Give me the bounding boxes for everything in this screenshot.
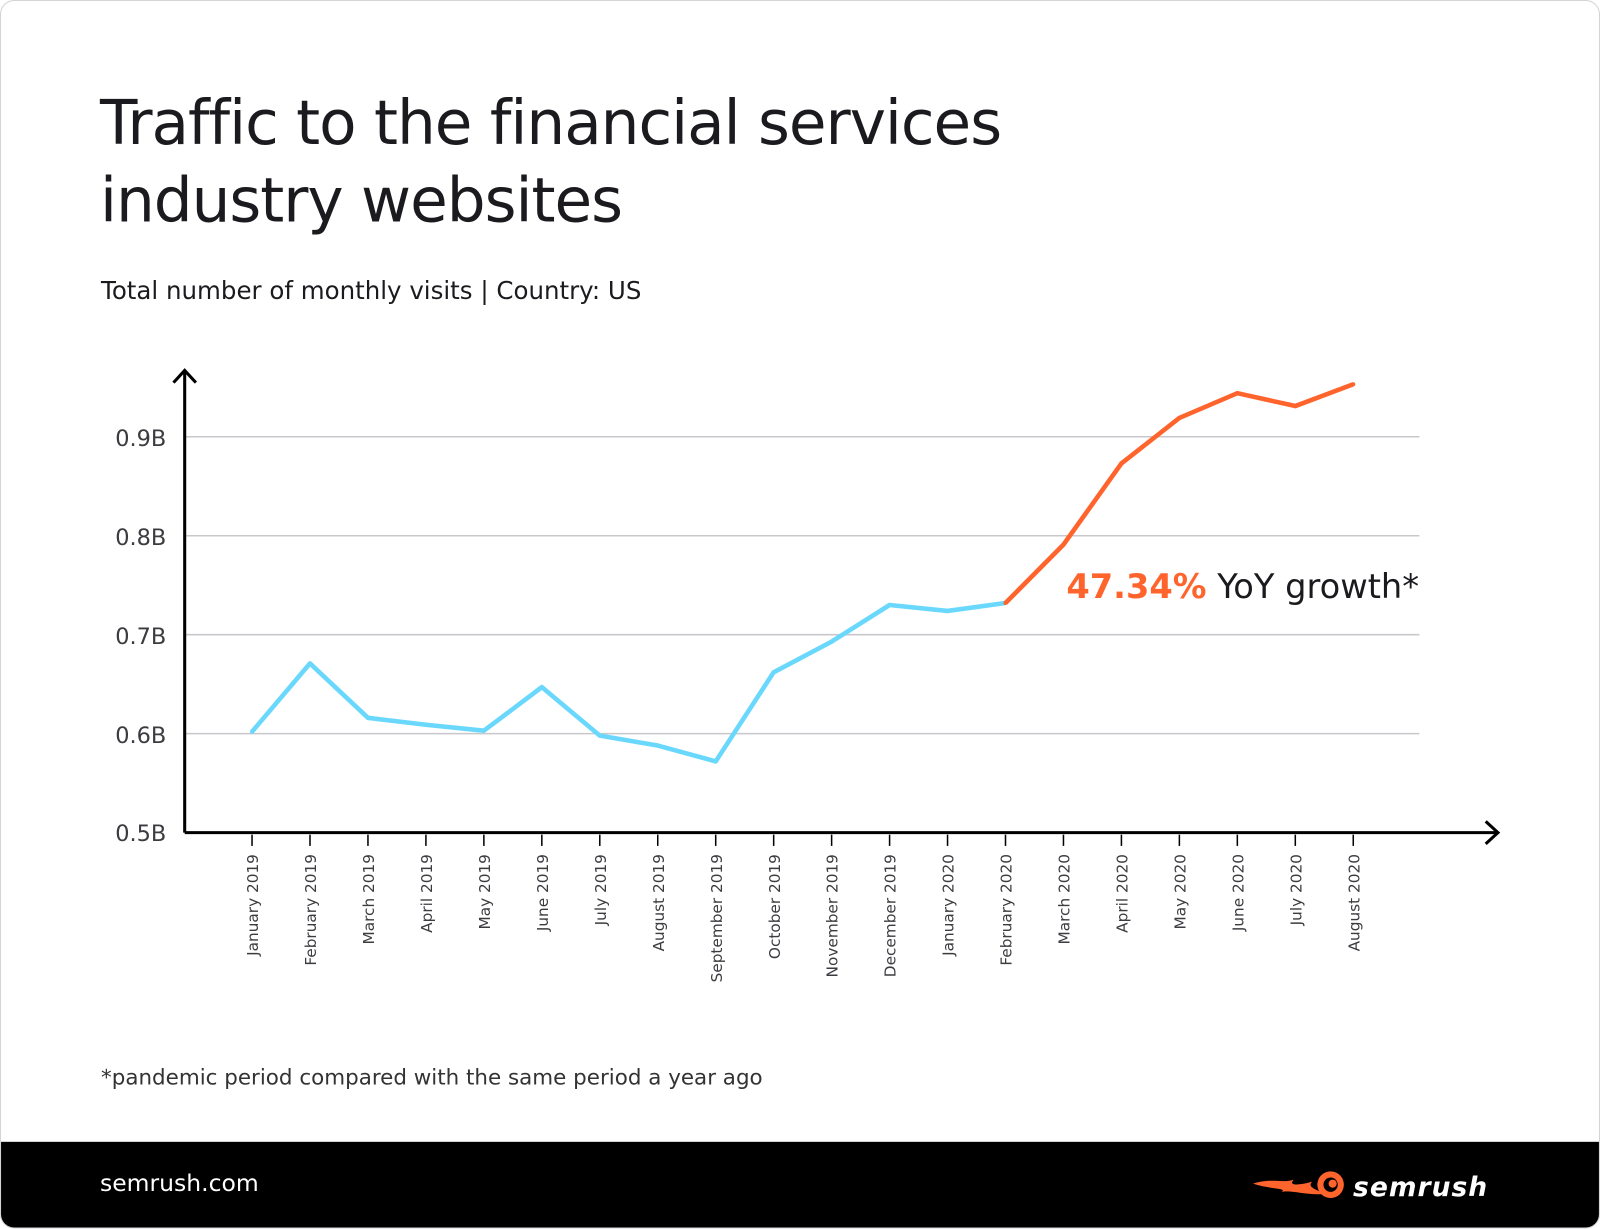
title-line-2: industry websites [99, 165, 623, 237]
growth-text: YoY growth* [1207, 567, 1420, 606]
x-tick-label: April 2019 [418, 854, 436, 933]
x-tick-label: February 2020 [998, 854, 1016, 966]
data-point [1351, 382, 1356, 387]
data-point [1061, 542, 1066, 547]
x-tick-label: February 2019 [302, 854, 320, 966]
title-line-1: Traffic to the financial services [99, 87, 1002, 160]
x-tick-label: April 2020 [1114, 854, 1132, 933]
data-point [945, 608, 950, 613]
y-tick-label: 0.5B [115, 821, 166, 847]
data-point [307, 661, 313, 666]
y-tick-label: 0.8B [115, 525, 166, 551]
data-point [1119, 461, 1124, 466]
x-tick-label: July 2020 [1287, 854, 1305, 926]
growth-value: 47.34% [1066, 567, 1206, 606]
semrush-logo-icon: semrush [1253, 1171, 1488, 1203]
data-point [1003, 600, 1008, 606]
growth-annotation: 47.34% YoY growth* [1066, 567, 1419, 606]
x-tick-label: June 2019 [534, 854, 552, 932]
x-tick-label: January 2020 [940, 854, 958, 957]
x-tick-label: July 2019 [592, 854, 610, 926]
x-tick-label: August 2019 [650, 854, 668, 951]
data-point [423, 722, 428, 727]
footnote: *pandemic period compared with the same … [101, 1065, 763, 1090]
x-tick-label: March 2019 [360, 854, 378, 944]
chart-subtitle: Total number of monthly visits | Country… [101, 276, 642, 306]
data-point [249, 729, 255, 734]
y-tick-label: 0.7B [115, 624, 166, 650]
footer-url[interactable]: semrush.com [99, 1170, 259, 1197]
data-point [655, 743, 660, 748]
data-point [1235, 391, 1240, 396]
data-point [887, 602, 892, 608]
x-tick-label: November 2019 [824, 854, 842, 977]
y-axis-arrow-icon [172, 368, 198, 384]
data-point [1177, 415, 1182, 420]
x-tick-label: October 2019 [766, 854, 784, 959]
x-tick-label: January 2019 [244, 854, 262, 957]
line-chart: 0.5B 0.6B 0.7B 0.8B 0.9B January 2019 Februar… [115, 368, 1501, 982]
data-point [539, 685, 544, 690]
data-point [481, 728, 486, 733]
x-tick-label: September 2019 [708, 854, 726, 982]
data-point [829, 639, 834, 644]
x-axis-arrow-icon [1484, 820, 1501, 845]
y-tick-label: 0.9B [115, 426, 166, 452]
footer: semrush.com semrush [1, 1141, 1599, 1228]
x-tick-label: June 2020 [1229, 854, 1247, 932]
svg-text:semrush: semrush [1353, 1172, 1488, 1203]
data-point [365, 715, 370, 720]
x-tick-label: May 2020 [1172, 854, 1190, 929]
x-tick-label: May 2019 [476, 854, 494, 929]
x-tick-label: March 2020 [1056, 854, 1074, 944]
data-point [1293, 404, 1298, 409]
x-tick-label: December 2019 [882, 854, 900, 977]
y-tick-label: 0.6B [115, 723, 166, 749]
axes [172, 368, 1501, 845]
series-line-2019 [250, 600, 1006, 764]
x-tick-label: August 2020 [1345, 854, 1363, 951]
data-point [771, 670, 776, 675]
page-title: Traffic to the financial services indust… [99, 85, 1002, 240]
data-point [713, 759, 718, 764]
data-point [597, 733, 602, 738]
